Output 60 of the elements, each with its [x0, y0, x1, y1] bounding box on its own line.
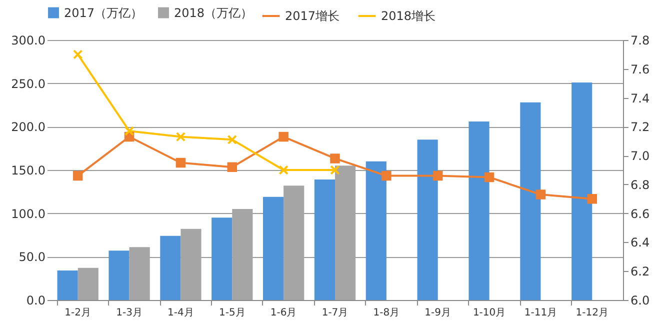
x-tick-label: 1-6月 — [270, 308, 297, 318]
y2-tick-label: 7.8 — [630, 34, 650, 48]
y-tick-label: 50.0 — [18, 250, 46, 264]
y2-tick-label: 6.2 — [630, 264, 650, 279]
bar — [78, 268, 98, 300]
point — [587, 194, 598, 204]
point — [72, 50, 83, 60]
y-tick-label: 250.0 — [11, 76, 46, 91]
bar — [572, 82, 592, 300]
bar — [468, 121, 490, 300]
y2-tick-label: 6.0 — [630, 294, 650, 308]
legend-label: 2018增长 — [381, 9, 436, 23]
bar — [417, 140, 438, 300]
x-tick-label: 1-11月 — [524, 308, 558, 318]
bar — [263, 196, 284, 300]
y2-tick-label: 7.2 — [630, 120, 650, 134]
bar — [108, 250, 130, 300]
x-tick-label: 1-9月 — [424, 308, 452, 318]
y2-tick-label: 7.4 — [630, 91, 650, 106]
bar — [366, 161, 386, 300]
point — [330, 165, 340, 175]
x-tick-label: 1-10月 — [472, 308, 506, 318]
point — [227, 162, 238, 172]
y2-tick-label: 7.6 — [630, 62, 650, 76]
point — [72, 170, 83, 181]
y2-tick-label: 6.8 — [630, 178, 650, 192]
y-tick-label: 150.0 — [11, 164, 46, 178]
x-tick-label: 1-3月 — [116, 308, 142, 318]
point — [227, 134, 238, 145]
bar — [212, 218, 232, 300]
x-tick-label: 1-7月 — [322, 308, 348, 318]
point — [124, 126, 134, 136]
legend-label: 2018（万亿） — [174, 6, 253, 20]
point — [176, 132, 186, 142]
point — [484, 172, 494, 182]
bar — [57, 270, 78, 300]
y-tick-label: 0.0 — [26, 294, 46, 308]
point — [432, 170, 443, 181]
bar — [314, 180, 335, 300]
point — [536, 190, 546, 200]
legend-label: 2017增长 — [285, 9, 340, 23]
y-tick-label: 300.0 — [11, 34, 46, 48]
x-tick-label: 1-2月 — [64, 308, 92, 318]
legend-label: 2017（万亿） — [64, 6, 143, 20]
x-tick-label: 1-8月 — [373, 308, 400, 318]
point — [176, 158, 186, 168]
y2-tick-label: 6.6 — [630, 206, 650, 221]
bar — [160, 236, 181, 300]
point — [382, 170, 392, 181]
bar — [520, 102, 541, 300]
y-tick-label: 100.0 — [11, 206, 46, 221]
point — [278, 165, 288, 175]
x-tick-label: 1-4月 — [168, 308, 194, 318]
y2-tick-label: 6.4 — [630, 236, 650, 250]
x-tick-label: 1-12月 — [576, 308, 608, 318]
y2-tick-label: 7.0 — [630, 149, 650, 164]
x-tick-label: 1-5月 — [218, 308, 246, 318]
point — [278, 132, 288, 142]
point — [330, 154, 340, 164]
y-tick-label: 200.0 — [11, 120, 46, 134]
